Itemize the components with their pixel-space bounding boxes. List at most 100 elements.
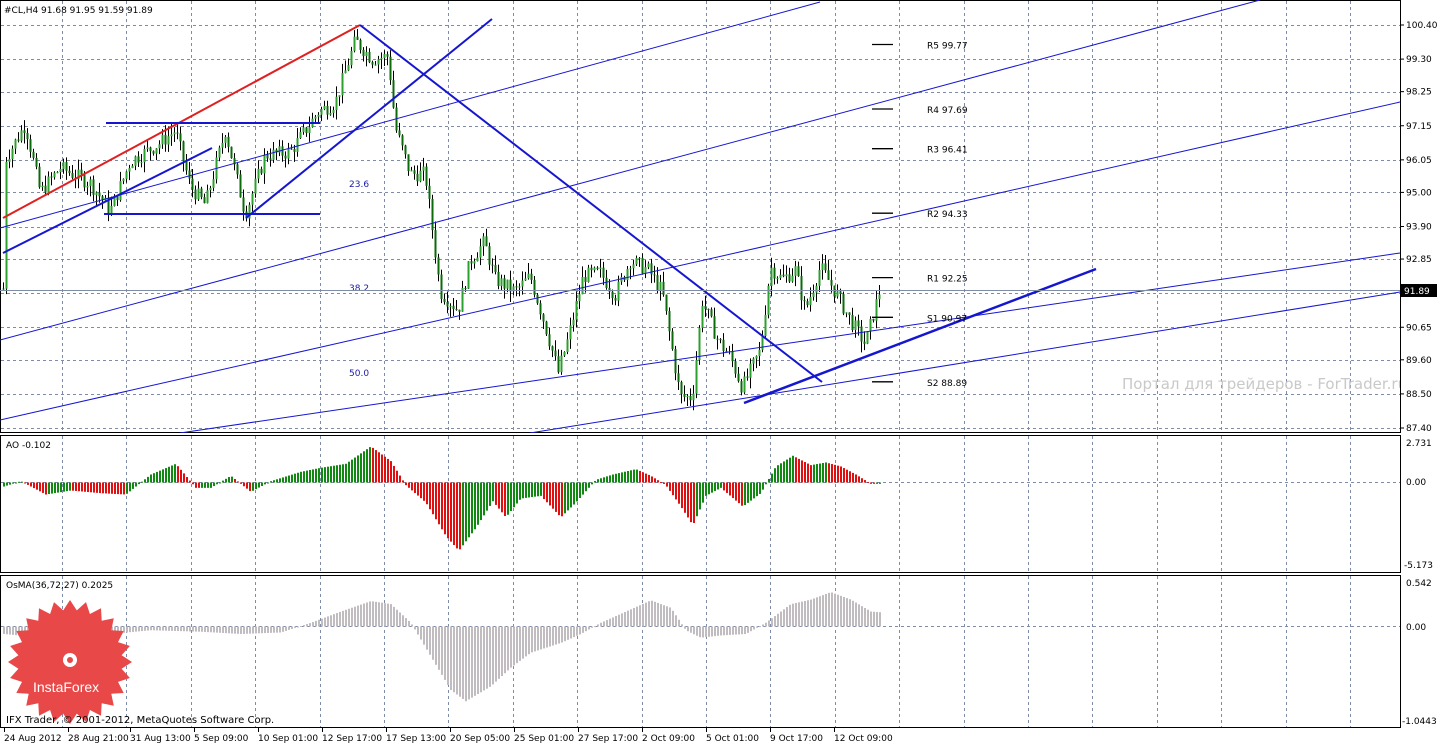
- ao-bar: [786, 459, 788, 483]
- ao-bar: [270, 481, 272, 483]
- ao-bar: [684, 482, 686, 513]
- osma-bar: [843, 596, 845, 627]
- ao-bar: [759, 482, 761, 494]
- candle-body: [803, 300, 806, 302]
- current-price-label: 91.89: [1404, 287, 1430, 297]
- candle-body: [38, 166, 41, 188]
- candle-body: [299, 132, 302, 139]
- candle-body: [134, 156, 137, 166]
- ao-bar: [471, 482, 473, 534]
- osma-bar: [186, 626, 188, 632]
- ao-bar: [138, 482, 140, 485]
- candle-body: [773, 267, 776, 279]
- ao-bar: [282, 477, 284, 483]
- candle-body: [545, 321, 548, 335]
- time-axis-label: 25 Sep 01:00: [514, 734, 574, 744]
- ao-bar: [393, 465, 395, 483]
- osma-bar: [471, 626, 473, 698]
- ao-bar: [711, 482, 713, 493]
- ao-bar: [816, 464, 818, 483]
- osma-bar: [648, 601, 650, 627]
- osma-bar: [564, 626, 566, 642]
- osma-bar: [267, 626, 269, 633]
- osma-bar: [192, 626, 194, 632]
- candle-body: [398, 130, 401, 136]
- osma-bar: [159, 626, 161, 631]
- ao-bar: [696, 482, 698, 517]
- osma-bar: [576, 626, 578, 636]
- candle-body: [659, 281, 662, 291]
- osma-bar: [813, 598, 815, 627]
- candle-body: [161, 134, 164, 145]
- osma-bar: [816, 597, 818, 627]
- candle-body: [155, 148, 158, 154]
- osma-bar: [519, 626, 521, 661]
- candle-body: [764, 314, 767, 337]
- candle-body: [578, 294, 581, 302]
- candle-body: [668, 311, 671, 332]
- ao-bar: [15, 482, 17, 484]
- osma-bar: [879, 612, 881, 627]
- osma-bar: [747, 626, 749, 633]
- osma-bar: [501, 626, 503, 677]
- candle-body: [173, 132, 176, 135]
- candle-body: [209, 187, 212, 191]
- watermark-text: Портал для трейдеров - ForTrader.ru: [1122, 375, 1407, 393]
- osma-bar: [753, 626, 755, 630]
- osma-bar: [117, 626, 119, 634]
- candle-body: [287, 148, 290, 159]
- ao-bar: [234, 479, 236, 483]
- candle-body: [836, 291, 839, 297]
- osma-bar: [273, 626, 275, 633]
- osma-bar: [174, 626, 176, 631]
- ao-bar: [405, 482, 407, 486]
- osma-bar: [630, 609, 632, 627]
- ao-bar: [822, 462, 824, 483]
- osma-bar: [456, 626, 458, 695]
- candle-body: [446, 302, 449, 307]
- osma-bar: [468, 626, 470, 700]
- osma-bar: [732, 626, 734, 635]
- ao-bar: [63, 482, 65, 492]
- time-axis-label: 9 Oct 17:00: [770, 734, 823, 744]
- ao-bar: [396, 470, 398, 483]
- candle-body: [539, 303, 542, 315]
- ao-bar: [96, 482, 98, 493]
- candle-body: [611, 291, 614, 299]
- ao-bar: [54, 482, 56, 494]
- ao-bar: [129, 482, 131, 492]
- candle-body: [818, 270, 821, 286]
- osma-bar: [315, 620, 317, 627]
- ao-bar: [768, 478, 770, 483]
- osma-bar: [774, 616, 776, 627]
- osma-bar: [411, 624, 413, 627]
- osma-bar: [216, 626, 218, 633]
- candle-body: [857, 320, 860, 327]
- candle-body: [5, 161, 8, 289]
- ao-bar: [720, 482, 722, 488]
- ao-bar: [642, 472, 644, 483]
- ao-bar: [648, 474, 650, 483]
- candle-body: [872, 318, 875, 321]
- candle-body: [530, 273, 533, 280]
- candle-body: [470, 261, 473, 264]
- osma-bar: [864, 607, 866, 627]
- osma-bar: [792, 603, 794, 627]
- osma-bar: [744, 626, 746, 635]
- osma-bar: [201, 626, 203, 632]
- candle-body: [368, 52, 371, 63]
- osma-bar: [153, 626, 155, 631]
- osma-bar: [786, 607, 788, 627]
- osma-bar: [528, 626, 530, 655]
- ao-bar: [468, 482, 470, 538]
- candle-body: [542, 314, 545, 322]
- osma-bar: [444, 626, 446, 680]
- ao-bar: [723, 482, 725, 491]
- candle-body: [734, 361, 737, 374]
- candle-body: [677, 373, 680, 383]
- ao-bar: [741, 482, 743, 506]
- osma-bar: [537, 626, 539, 651]
- ao-bar: [354, 457, 356, 483]
- candle-body: [341, 73, 344, 96]
